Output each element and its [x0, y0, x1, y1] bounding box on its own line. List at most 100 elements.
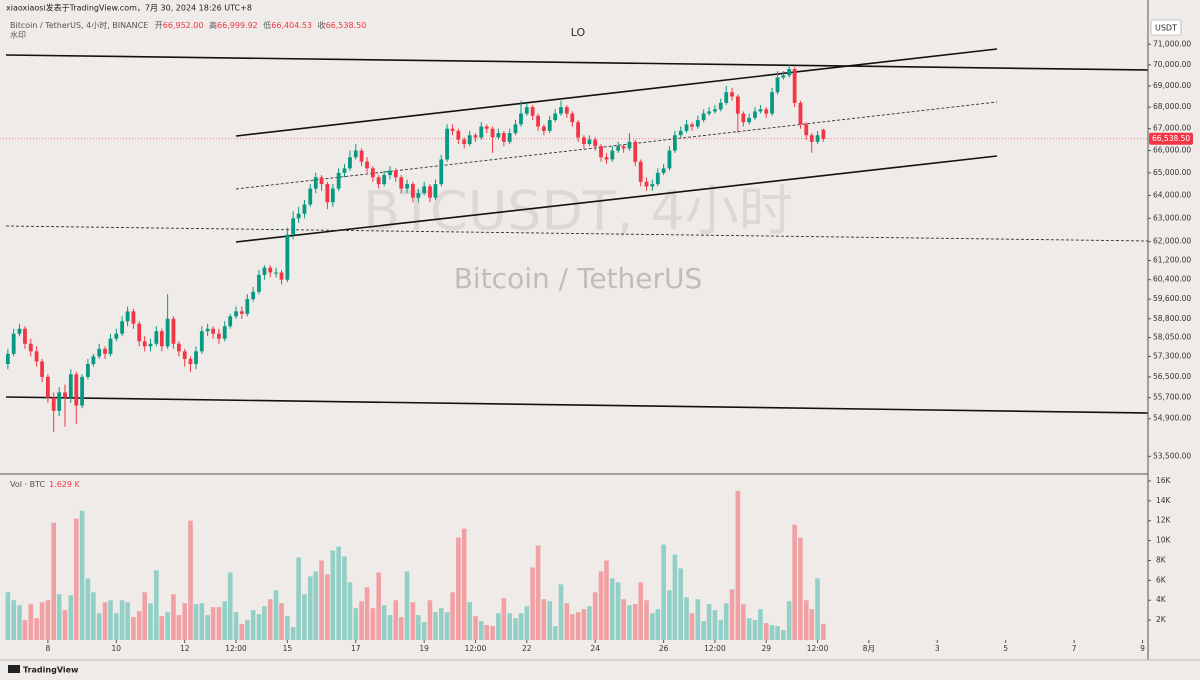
volume-bar [684, 597, 689, 640]
trend-line [5, 54, 1149, 71]
candle-body [496, 133, 501, 138]
volume-bar [530, 567, 535, 640]
volume-bar [484, 625, 490, 640]
drawings [5, 48, 1149, 414]
footer[interactable]: TradingView [23, 666, 79, 675]
volume-bar [427, 600, 433, 640]
volume-bar [108, 600, 113, 640]
candle-body [103, 348, 107, 354]
candle-body [616, 146, 621, 151]
candle-body [188, 358, 193, 365]
candle-body [781, 75, 786, 78]
volume-bar [353, 608, 359, 640]
volume-bar [5, 592, 11, 640]
channel-upper [235, 48, 998, 137]
ohlc-key: 开 [155, 21, 163, 30]
candle-body [23, 328, 27, 344]
logo-icon[interactable] [8, 665, 20, 673]
candle-body [713, 109, 717, 112]
volume-bar [467, 602, 472, 640]
volume-bar [85, 578, 91, 640]
candle-body [319, 177, 324, 185]
x-tick-label: 12:00 [225, 644, 247, 653]
volume-bar [821, 623, 826, 640]
volume-bar [193, 604, 199, 640]
volume-bar [678, 568, 684, 640]
ohlc-value: 66,538.50 [326, 21, 367, 30]
candle-body [131, 311, 136, 324]
currency-box[interactable] [1150, 19, 1182, 36]
candle-body [775, 77, 780, 93]
volume-bar [758, 609, 763, 640]
volume-bar [672, 554, 678, 640]
candle-body [97, 348, 102, 357]
x-tick-label: 26 [659, 644, 669, 653]
volume-bar [11, 600, 16, 640]
dashed-line [5, 225, 1149, 242]
candle-body [410, 184, 415, 198]
candle-body [707, 111, 712, 114]
volume-bar [809, 609, 815, 640]
x-tick-label: 8月 [863, 644, 875, 653]
volume-tick-label: 12K [1156, 516, 1172, 525]
volume-bar [786, 601, 792, 640]
volume-bar [285, 616, 290, 640]
volume-bar [473, 616, 478, 640]
volume-bar [404, 571, 410, 640]
ohlc-key: 高 [209, 20, 217, 30]
candle-body [382, 175, 387, 185]
candle-body [524, 107, 529, 114]
candle-body [764, 109, 769, 114]
volume-bar [142, 592, 147, 640]
y-tick-label: 61,200.00 [1153, 256, 1191, 265]
y-tick-label: 67,000.00 [1153, 124, 1191, 133]
candle-body [51, 397, 56, 411]
volume-bar [313, 571, 319, 640]
candle-body [154, 331, 159, 344]
volume-bar [592, 592, 598, 640]
volume-bar [307, 576, 313, 640]
y-tick-label: 65,000.00 [1153, 168, 1191, 177]
candle-body [821, 129, 826, 139]
candle-body [804, 124, 809, 136]
candle-body [450, 128, 455, 131]
channel-lower [235, 155, 998, 243]
candle-body [718, 102, 723, 110]
volume-bar [644, 600, 649, 640]
candle-body [125, 311, 130, 322]
volume-bar [273, 590, 279, 640]
x-tick-label: 10 [112, 644, 122, 653]
candle-body [359, 150, 364, 162]
candle-body [91, 356, 96, 365]
volume-tick-label: 8K [1156, 555, 1167, 564]
candle-body [684, 124, 689, 131]
volume-bar [581, 609, 587, 640]
volume-bar [205, 615, 210, 640]
y-tick-label: 58,050.00 [1153, 332, 1191, 341]
volume-bar [336, 546, 341, 640]
volume-bar [330, 550, 336, 640]
volume-bar [290, 627, 296, 640]
candle-body [507, 133, 512, 142]
volume-bar [176, 615, 182, 640]
candle-body [302, 204, 307, 214]
volume-bar [125, 602, 130, 640]
candle-body [667, 150, 672, 169]
volume-bar [267, 599, 273, 640]
candle-body [268, 267, 273, 273]
x-tick-label: 19 [419, 644, 429, 653]
candle-body [428, 186, 432, 198]
candle-body [627, 141, 632, 149]
volume-bar [535, 545, 541, 640]
chart-title: Bitcoin / TetherUS, 4小时, BINANCE [10, 20, 148, 30]
volume-bar [233, 612, 239, 640]
currency[interactable]: USDT [1155, 24, 1177, 33]
candle-body [342, 168, 347, 173]
volume-bar [364, 587, 370, 640]
candle-body [513, 124, 518, 134]
candle-body [564, 107, 569, 114]
volume-bar [39, 602, 45, 640]
candle-body [313, 177, 318, 189]
candle-body [17, 328, 22, 334]
candle-body [148, 343, 153, 347]
